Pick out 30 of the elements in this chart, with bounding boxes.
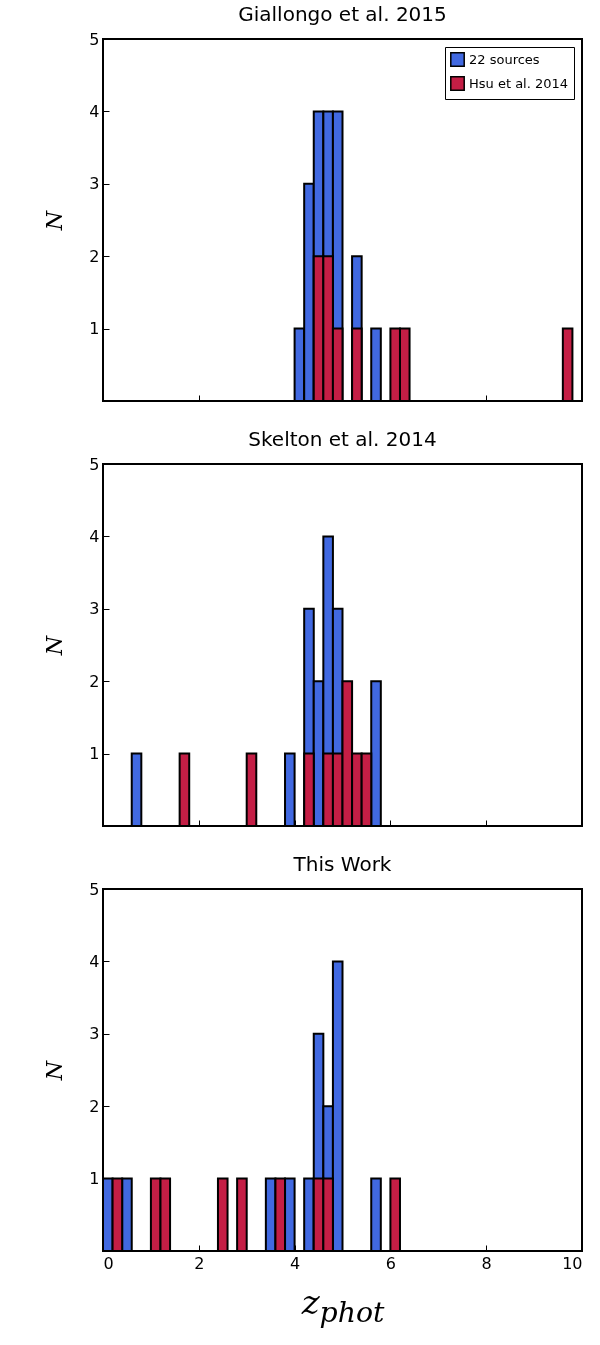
y-axis-title: N (42, 635, 68, 657)
y-tick-label: 4 (89, 951, 100, 971)
y-tick-label: 4 (89, 101, 100, 121)
y-tick-label: 5 (89, 879, 100, 899)
x-tick-label: 8 (481, 1253, 492, 1273)
chart-title: Giallongo et al. 2015 (238, 2, 447, 26)
y-tick-label: 1 (89, 1169, 100, 1189)
x-tick-label: 6 (385, 1253, 396, 1273)
y-tick-label: 1 (89, 319, 100, 339)
chart-title: This Work (292, 852, 392, 876)
y-tick-label: 2 (89, 671, 100, 691)
y-tick-label: 5 (89, 454, 100, 474)
chart-title: Skelton et al. 2014 (248, 427, 437, 451)
x-axis-title: z$_{phot}$ (300, 1282, 386, 1329)
y-axis-title: N (42, 210, 68, 232)
y-tick-label: 2 (89, 1096, 100, 1116)
x-tick-label: 0 (103, 1253, 114, 1273)
legend-label: 22 sources (469, 51, 540, 67)
legend-label: Hsu et al. 2014 (469, 75, 569, 91)
y-tick-label: 5 (89, 29, 100, 49)
x-tick-label: 2 (194, 1253, 205, 1273)
y-tick-label: 1 (89, 744, 100, 764)
y-tick-label: 3 (89, 599, 100, 619)
y-tick-label: 3 (89, 174, 100, 194)
x-tick-label: 4 (290, 1253, 301, 1273)
x-tick-label: 10 (562, 1253, 583, 1273)
y-axis-title: N (42, 1060, 68, 1082)
y-tick-label: 4 (89, 526, 100, 546)
y-tick-label: 2 (89, 246, 100, 266)
y-tick-label: 3 (89, 1024, 100, 1044)
